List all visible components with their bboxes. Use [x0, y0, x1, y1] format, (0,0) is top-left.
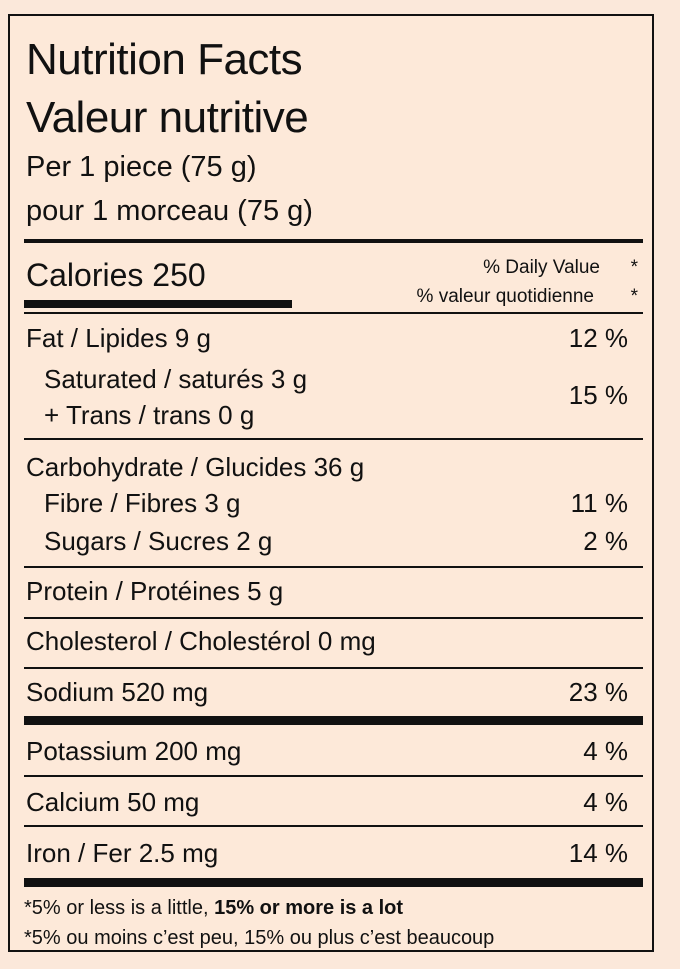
fat-dv: 12 %	[568, 323, 628, 353]
fat-row: Fat / Lipides 9 g	[26, 323, 211, 353]
sugars-dv: 2 %	[583, 526, 628, 556]
footnote-french-text: 5% ou moins c’est peu, 15% ou plus c’est…	[31, 927, 495, 949]
fibre-row: Fibre / Fibres 3 g	[44, 488, 241, 518]
daily-value-asterisk: *	[630, 257, 638, 278]
divider-calories	[24, 312, 643, 314]
daily-value-heading-french: % valeur quotidienne	[416, 286, 594, 307]
divider-fat	[24, 438, 643, 440]
protein-row: Protein / Protéines 5 g	[26, 576, 284, 606]
title-french: Valeur nutritive	[26, 93, 309, 142]
calories: Calories 250	[26, 257, 206, 293]
divider-serving	[24, 239, 643, 243]
carbohydrate-row: Carbohydrate / Glucides 36 g	[26, 452, 365, 482]
sodium-dv: 23 %	[568, 677, 628, 707]
divider-sodium-thick	[24, 716, 643, 725]
divider-iron-thick	[24, 878, 643, 887]
footnote-french-star: *	[24, 927, 32, 949]
title-english: Nutrition Facts	[26, 35, 303, 84]
saturated-trans-dv: 15 %	[568, 380, 628, 410]
calories-underline	[24, 300, 292, 308]
cholesterol-row: Cholesterol / Cholestérol 0 mg	[26, 626, 376, 656]
calcium-row: Calcium 50 mg	[26, 787, 200, 817]
iron-dv: 14 %	[568, 838, 628, 868]
divider-protein	[24, 617, 643, 619]
trans-row: + Trans / trans 0 g	[44, 400, 255, 430]
serving-size-english: Per 1 piece (75 g)	[26, 151, 257, 183]
footnote-english: *5% or less is a little, 15% or more is …	[24, 898, 403, 918]
potassium-row: Potassium 200 mg	[26, 736, 242, 766]
sugars-row: Sugars / Sucres 2 g	[44, 526, 273, 556]
divider-carbohydrate	[24, 566, 643, 568]
potassium-dv: 4 %	[583, 736, 628, 766]
divider-calcium	[24, 825, 643, 827]
daily-value-asterisk-french: *	[630, 286, 638, 307]
calcium-dv: 4 %	[583, 787, 628, 817]
daily-value-heading-english: % Daily Value	[483, 257, 600, 278]
footnote-english-star: *	[24, 897, 32, 919]
divider-cholesterol	[24, 667, 643, 669]
nutrition-facts-table: Nutrition Facts Valeur nutritive Per 1 p…	[8, 14, 654, 952]
serving-size-french: pour 1 morceau (75 g)	[26, 195, 313, 227]
footnote-english-text: 5% or less is a little,	[31, 897, 215, 919]
divider-potassium	[24, 775, 643, 777]
footnote-english-bold: 15% or more is a lot	[214, 897, 404, 919]
saturated-row: Saturated / saturés 3 g	[44, 364, 308, 394]
fibre-dv: 11 %	[570, 488, 628, 518]
iron-row: Iron / Fer 2.5 mg	[26, 838, 219, 868]
sodium-row: Sodium 520 mg	[26, 677, 209, 707]
footnote-french: *5% ou moins c’est peu, 15% ou plus c’es…	[24, 928, 494, 948]
